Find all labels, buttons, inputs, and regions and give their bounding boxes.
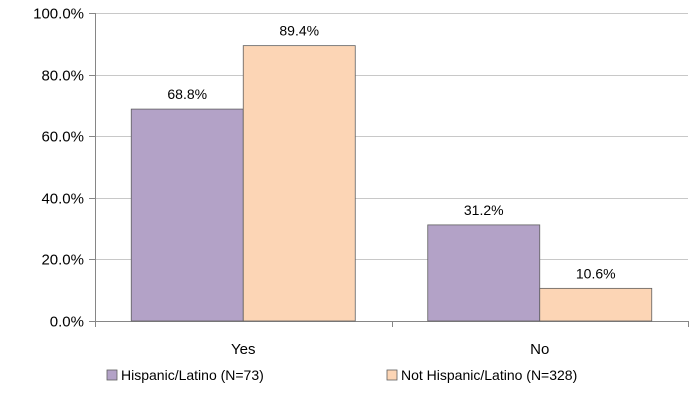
data-label: 89.4% xyxy=(279,23,319,39)
data-label: 10.6% xyxy=(576,265,616,281)
bar-not-hispanic-no xyxy=(539,287,653,322)
bar-not-hispanic-yes xyxy=(242,45,356,322)
legend-swatch xyxy=(386,369,398,381)
legend-label: Not Hispanic/Latino (N=328) xyxy=(401,367,577,383)
data-label: 31.2% xyxy=(464,202,504,218)
y-tick-label: 0.0% xyxy=(50,314,84,331)
x-category-label: No xyxy=(530,341,549,358)
y-tick-label: 100.0% xyxy=(33,6,84,23)
y-tick-label: 60.0% xyxy=(41,129,84,146)
legend-swatch xyxy=(106,369,118,381)
y-tick-label: 20.0% xyxy=(41,252,84,269)
bar-hispanic-yes xyxy=(130,108,244,322)
legend-label: Hispanic/Latino (N=73) xyxy=(121,367,264,383)
y-tick-label: 80.0% xyxy=(41,68,84,85)
data-label: 68.8% xyxy=(167,86,207,102)
x-category-label: Yes xyxy=(231,341,255,358)
y-tick-label: 40.0% xyxy=(41,191,84,208)
bar-hispanic-no xyxy=(427,224,541,322)
